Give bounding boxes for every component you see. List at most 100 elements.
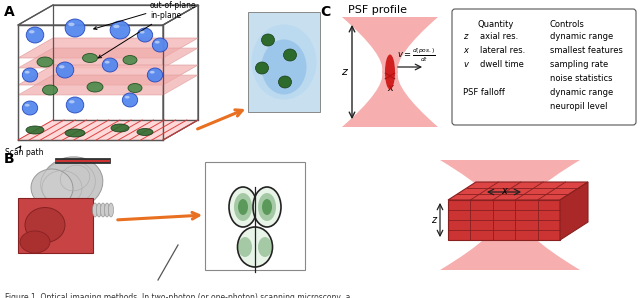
Ellipse shape [278, 76, 291, 88]
Ellipse shape [113, 25, 120, 28]
Ellipse shape [65, 19, 85, 37]
FancyBboxPatch shape [452, 9, 636, 125]
Ellipse shape [252, 24, 317, 100]
Ellipse shape [69, 100, 75, 103]
Ellipse shape [20, 231, 50, 253]
Ellipse shape [41, 157, 103, 209]
Text: neuropil level: neuropil level [550, 102, 607, 111]
Ellipse shape [125, 96, 130, 99]
Ellipse shape [258, 193, 276, 221]
Ellipse shape [25, 71, 29, 74]
Ellipse shape [56, 62, 74, 78]
Ellipse shape [258, 237, 272, 257]
Text: z: z [341, 67, 347, 77]
Ellipse shape [83, 54, 97, 63]
Text: in-plane: in-plane [99, 11, 181, 58]
Ellipse shape [385, 55, 395, 89]
Ellipse shape [262, 34, 275, 46]
Text: noise statistics: noise statistics [550, 74, 612, 83]
Ellipse shape [122, 93, 138, 107]
Polygon shape [18, 75, 198, 95]
Ellipse shape [137, 128, 153, 136]
Ellipse shape [25, 104, 29, 107]
Ellipse shape [234, 193, 252, 221]
Ellipse shape [138, 28, 153, 42]
Polygon shape [18, 65, 198, 85]
Ellipse shape [152, 38, 168, 52]
Text: dynamic range: dynamic range [550, 88, 613, 97]
Ellipse shape [155, 41, 159, 44]
FancyBboxPatch shape [55, 160, 110, 162]
Ellipse shape [237, 227, 273, 267]
Ellipse shape [102, 58, 118, 72]
Polygon shape [560, 182, 588, 240]
Ellipse shape [26, 27, 44, 43]
FancyBboxPatch shape [55, 158, 110, 163]
Ellipse shape [111, 124, 129, 132]
Ellipse shape [22, 101, 38, 115]
Text: A: A [4, 5, 15, 19]
Text: x: x [463, 46, 468, 55]
Ellipse shape [128, 83, 142, 92]
Ellipse shape [123, 55, 137, 64]
Text: z: z [463, 32, 467, 41]
Ellipse shape [42, 85, 58, 95]
Text: dwell time: dwell time [480, 60, 524, 69]
Text: PSF profile: PSF profile [348, 5, 407, 15]
Text: lateral res.: lateral res. [480, 46, 525, 55]
Ellipse shape [22, 68, 38, 82]
Text: z: z [431, 215, 436, 225]
Ellipse shape [253, 187, 281, 227]
Ellipse shape [104, 203, 109, 217]
PathPatch shape [342, 17, 438, 127]
Text: C: C [320, 5, 330, 19]
Ellipse shape [100, 203, 106, 217]
Text: out-of-plane: out-of-plane [93, 1, 196, 30]
Ellipse shape [59, 65, 65, 69]
Ellipse shape [66, 97, 84, 113]
Text: Quantity: Quantity [477, 20, 513, 29]
Polygon shape [18, 48, 198, 68]
Ellipse shape [262, 199, 272, 215]
FancyBboxPatch shape [18, 198, 93, 253]
Ellipse shape [238, 237, 252, 257]
Ellipse shape [109, 203, 113, 217]
Ellipse shape [284, 49, 296, 61]
Ellipse shape [25, 207, 65, 243]
Ellipse shape [97, 203, 102, 217]
Ellipse shape [26, 126, 44, 134]
Text: sampling rate: sampling rate [550, 60, 608, 69]
Text: PSF falloff: PSF falloff [463, 88, 505, 97]
Ellipse shape [238, 199, 248, 215]
Text: Scan path: Scan path [5, 148, 44, 157]
Text: axial res.: axial res. [480, 32, 518, 41]
Ellipse shape [150, 71, 155, 74]
Ellipse shape [37, 57, 53, 67]
Ellipse shape [93, 203, 97, 217]
Polygon shape [448, 182, 588, 200]
Ellipse shape [68, 23, 74, 26]
Text: B: B [4, 152, 15, 166]
PathPatch shape [440, 160, 580, 270]
FancyBboxPatch shape [248, 12, 320, 112]
Polygon shape [18, 38, 198, 58]
Ellipse shape [140, 31, 145, 34]
Text: smallest features: smallest features [550, 46, 623, 55]
Polygon shape [448, 200, 560, 240]
Text: x: x [501, 186, 507, 196]
Ellipse shape [229, 187, 257, 227]
Ellipse shape [29, 30, 35, 33]
Ellipse shape [255, 62, 269, 74]
Text: x: x [387, 83, 393, 93]
Ellipse shape [31, 169, 73, 207]
Ellipse shape [262, 40, 307, 94]
Polygon shape [18, 120, 198, 140]
Ellipse shape [65, 129, 85, 137]
Ellipse shape [105, 61, 109, 63]
Ellipse shape [110, 21, 130, 39]
FancyBboxPatch shape [205, 162, 305, 270]
Text: Controls: Controls [550, 20, 585, 29]
Text: Figure 1. Optical imaging methods. In two-photon (or one-photon) scanning micros: Figure 1. Optical imaging methods. In tw… [5, 293, 350, 298]
Text: v: v [463, 60, 468, 69]
Ellipse shape [87, 82, 103, 92]
